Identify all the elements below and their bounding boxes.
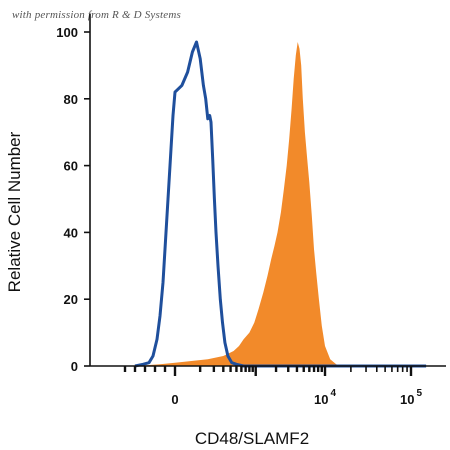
y-axis-label: Relative Cell Number <box>5 131 24 292</box>
x-axis-ticks: 0 10 4 10 5 <box>123 366 422 407</box>
y-tick-label: 40 <box>64 225 78 240</box>
y-tick-label: 0 <box>71 359 78 374</box>
y-tick-label: 80 <box>64 92 78 107</box>
control-histogram-line <box>134 40 427 368</box>
x-tick-label: 0 <box>171 392 178 407</box>
x-axis-label: CD48/SLAMF2 <box>195 429 309 448</box>
y-tick-label: 60 <box>64 159 78 174</box>
x-tick-exponent: 5 <box>416 388 422 399</box>
watermark-text: with permission from R & D Systems <box>12 9 181 21</box>
y-tick-label: 100 <box>56 25 78 40</box>
sample-histogram-fill <box>135 42 427 366</box>
plot-marks <box>134 40 427 368</box>
x-tick-label: 10 4 <box>314 388 336 407</box>
x-tick-exponent: 4 <box>330 388 336 399</box>
x-tick-label: 10 5 <box>400 388 422 407</box>
y-axis-ticks: 0 20 40 60 80 100 <box>56 25 90 374</box>
y-tick-label: 20 <box>64 292 78 307</box>
